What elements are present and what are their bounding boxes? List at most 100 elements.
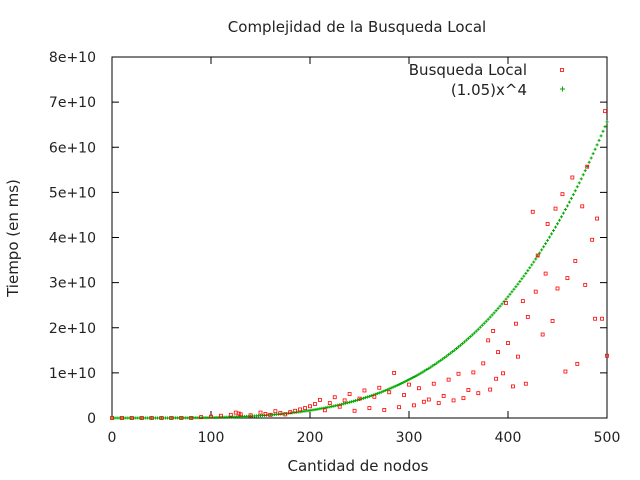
data-point [600, 316, 604, 321]
function-point [554, 225, 558, 229]
data-point [303, 406, 307, 410]
y-tick-label: 2e+10 [49, 321, 96, 337]
x-tick-label: 300 [396, 430, 423, 446]
data-point [283, 412, 288, 417]
data-point [273, 409, 278, 414]
function-point [552, 229, 556, 233]
axes: 0 100 200 300 400 500 0 1e+10 2e+10 3e+10 4e+10 5e+… [49, 50, 620, 446]
function-point [526, 269, 530, 273]
function-point [510, 290, 514, 294]
function-point [488, 315, 492, 319]
y-tick-label: 5e+10 [49, 185, 96, 201]
data-point [523, 381, 528, 386]
function-point [480, 323, 484, 327]
y-tick-label: 6e+10 [49, 140, 96, 156]
data-point [431, 381, 436, 386]
data-point [496, 350, 501, 355]
data-point [327, 401, 332, 406]
function-point [393, 384, 397, 388]
function-point [425, 368, 429, 372]
data-point [501, 371, 505, 376]
data-point [357, 396, 362, 401]
function-point [550, 232, 554, 236]
data-point [491, 329, 496, 333]
function-point [369, 394, 373, 398]
function-point [411, 376, 415, 380]
function-point [484, 319, 488, 323]
data-point [159, 416, 164, 420]
function-point [453, 348, 457, 352]
function-point [431, 364, 435, 368]
data-point [129, 416, 134, 420]
function-point [565, 204, 569, 208]
function-point [359, 397, 363, 401]
data-point [573, 259, 578, 263]
data-point [516, 354, 520, 359]
function-point [494, 309, 498, 313]
function-point [466, 336, 470, 340]
function-point [407, 378, 411, 382]
function-point [522, 274, 526, 278]
function-point [573, 189, 577, 193]
function-point [441, 357, 445, 361]
function-point [476, 327, 480, 331]
function-point [534, 257, 538, 261]
function-point [506, 295, 510, 299]
data-point [560, 192, 565, 197]
function-point [391, 385, 395, 389]
function-point [593, 147, 597, 151]
function-point [383, 389, 387, 393]
function-point [556, 222, 559, 226]
function-point [492, 311, 496, 315]
function-point [532, 260, 536, 264]
function-point [498, 304, 502, 308]
x-axis-label: Cantidad de nodos [288, 457, 429, 475]
data-point [511, 384, 515, 389]
function-point [445, 354, 449, 358]
function-point [437, 360, 441, 364]
legend-marker [560, 86, 565, 92]
data-point [367, 406, 372, 410]
function-point [561, 211, 565, 215]
function-point [601, 129, 605, 133]
data-point [317, 398, 322, 402]
data-point [233, 410, 238, 415]
function-point [563, 208, 567, 212]
data-point [575, 361, 580, 366]
function-point [401, 381, 405, 385]
function-point [348, 400, 352, 404]
data-point [570, 175, 575, 180]
data-point [228, 412, 233, 417]
data-point [446, 377, 451, 382]
function-point [464, 338, 468, 342]
data-point [110, 416, 114, 420]
function-point [524, 271, 528, 275]
function-point [427, 366, 431, 370]
function-point [377, 391, 381, 395]
function-point [381, 389, 385, 393]
data-point [248, 413, 253, 418]
data-point [494, 376, 499, 381]
data-point [451, 398, 456, 403]
data-point [488, 387, 493, 392]
function-point [409, 377, 413, 381]
data-point [293, 408, 298, 413]
y-tick-label: 3e+10 [49, 276, 96, 292]
function-point [443, 356, 447, 360]
function-point [354, 399, 358, 403]
function-point [478, 325, 482, 329]
function-point [575, 185, 579, 189]
data-point [189, 416, 194, 420]
function-point [363, 396, 367, 400]
function-point [504, 297, 508, 301]
function-point [528, 266, 532, 270]
function-point [496, 306, 500, 310]
function-point [589, 156, 593, 160]
function-point [516, 282, 520, 286]
data-point [322, 408, 327, 413]
data-point [402, 393, 406, 397]
data-point [313, 402, 317, 406]
data-point [352, 408, 357, 413]
data-point [553, 206, 558, 211]
data-point [258, 410, 263, 415]
